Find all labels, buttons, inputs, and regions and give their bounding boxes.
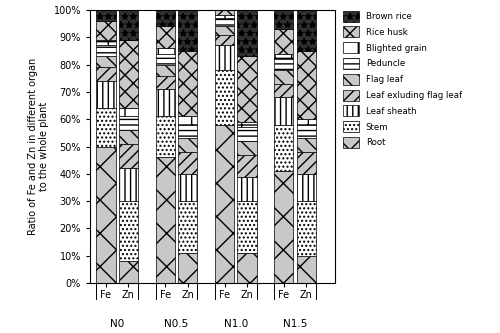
Bar <box>156 76 175 89</box>
Bar <box>296 201 316 256</box>
Bar <box>96 21 116 40</box>
Bar <box>215 46 234 70</box>
Bar <box>119 130 138 144</box>
Bar <box>215 18 234 26</box>
Bar <box>215 2 234 15</box>
Bar <box>274 70 293 84</box>
Bar <box>238 141 256 155</box>
Bar <box>178 174 198 201</box>
Bar <box>156 158 175 283</box>
Bar <box>238 253 256 283</box>
Bar <box>296 152 316 174</box>
Bar <box>156 26 175 48</box>
Bar <box>96 67 116 81</box>
Bar <box>119 261 138 283</box>
Bar <box>215 26 234 35</box>
Bar <box>96 108 116 147</box>
Bar <box>96 10 116 21</box>
Bar <box>296 119 316 125</box>
Bar <box>274 54 293 59</box>
Bar <box>296 51 316 119</box>
Bar <box>156 54 175 65</box>
Bar <box>119 117 138 130</box>
Bar <box>178 51 198 117</box>
Text: N1.5: N1.5 <box>283 319 307 329</box>
Bar <box>238 128 256 141</box>
Bar <box>215 125 234 283</box>
Bar <box>274 125 293 171</box>
Bar <box>178 152 198 174</box>
Bar <box>156 65 175 76</box>
Bar <box>156 10 175 26</box>
Bar <box>156 48 175 54</box>
Bar <box>178 253 198 283</box>
Bar <box>119 144 138 168</box>
Bar <box>119 10 138 40</box>
Bar <box>156 89 175 117</box>
Bar <box>274 10 293 29</box>
Legend: Brown rice, Rice husk, Blighted grain, Peduncle, Flag leaf, Leaf exluding flag l: Brown rice, Rice husk, Blighted grain, P… <box>342 9 464 150</box>
Bar <box>296 125 316 138</box>
Bar <box>296 174 316 201</box>
Text: N1.0: N1.0 <box>224 319 248 329</box>
Bar <box>274 59 293 70</box>
Bar <box>296 256 316 283</box>
Bar <box>156 117 175 158</box>
Bar <box>178 10 198 51</box>
Bar <box>215 15 234 18</box>
Bar <box>178 201 198 253</box>
Bar <box>215 35 234 46</box>
Y-axis label: Ratio of Fe and Zn in different organ
to the whole plant: Ratio of Fe and Zn in different organ to… <box>28 58 50 235</box>
Bar <box>296 10 316 51</box>
Bar <box>96 40 116 46</box>
Bar <box>119 201 138 261</box>
Bar <box>238 176 256 201</box>
Bar <box>215 0 234 2</box>
Bar <box>96 81 116 108</box>
Bar <box>296 138 316 152</box>
Bar <box>274 84 293 97</box>
Bar <box>274 29 293 54</box>
Bar <box>215 70 234 125</box>
Bar <box>274 97 293 125</box>
Bar <box>238 56 256 122</box>
Bar <box>96 46 116 56</box>
Text: N0: N0 <box>110 319 124 329</box>
Bar <box>238 155 256 176</box>
Text: N0.5: N0.5 <box>164 319 188 329</box>
Bar <box>119 108 138 117</box>
Bar <box>238 10 256 56</box>
Bar <box>96 56 116 67</box>
Bar <box>274 171 293 283</box>
Bar <box>238 201 256 253</box>
Bar <box>178 125 198 138</box>
Bar <box>96 147 116 283</box>
Bar <box>119 40 138 108</box>
Bar <box>178 117 198 125</box>
Bar <box>119 168 138 201</box>
Bar <box>238 122 256 128</box>
Bar <box>178 138 198 152</box>
